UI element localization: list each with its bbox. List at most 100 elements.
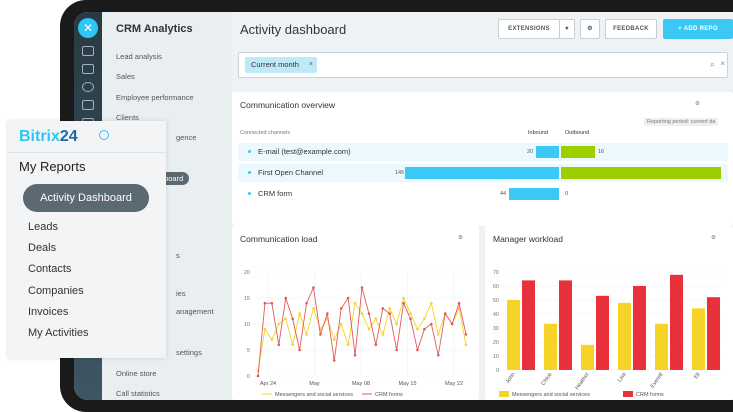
data-point <box>368 312 371 315</box>
data-point <box>361 286 364 289</box>
report-item-invoices[interactable]: Invoices <box>28 306 68 318</box>
close-icon[interactable]: ✕ <box>78 18 98 38</box>
communication-load-chart: 05101520Apr 24 May May 08 May 15 May 22Messe… <box>232 226 479 400</box>
data-point <box>291 344 294 347</box>
bar <box>559 280 572 370</box>
x-tick-label: John <box>505 372 517 385</box>
bullet-icon <box>248 171 251 174</box>
bar <box>707 297 720 370</box>
legend-label: CRM forms <box>636 392 664 398</box>
y-tick-label: 50 <box>493 298 499 304</box>
add-report-button[interactable]: + ADD REPO <box>663 19 733 39</box>
y-tick-label: 5 <box>247 348 250 354</box>
data-point <box>347 344 350 347</box>
report-item-deals[interactable]: Deals <box>28 242 56 254</box>
divider <box>8 152 166 153</box>
data-point <box>416 349 419 352</box>
screen: ✕ CRM Analytics Lead analysis Sales Empl… <box>74 12 733 400</box>
data-point <box>395 349 398 352</box>
data-point <box>382 333 385 336</box>
bullet-icon <box>248 192 251 195</box>
channel-row[interactable]: CRM form 44 0 <box>238 185 728 203</box>
data-point <box>444 312 447 315</box>
search-icon[interactable]: ⌕ <box>710 59 715 70</box>
rail-icon[interactable] <box>82 82 94 92</box>
data-point <box>416 328 419 331</box>
nav-item[interactable]: gence <box>176 133 196 142</box>
bar <box>596 296 609 370</box>
data-point <box>326 312 329 315</box>
card-title: Communication overview <box>240 100 335 110</box>
bar <box>522 280 535 370</box>
extensions-dropdown-button[interactable]: ▾ <box>559 19 575 39</box>
nav-item[interactable]: Lead analysis <box>116 52 162 61</box>
channel-label: First Open Channel <box>258 168 323 177</box>
inbound-value: 145 <box>395 170 404 176</box>
clear-icon[interactable]: × <box>720 59 725 68</box>
chip-close-icon[interactable]: × <box>309 57 313 73</box>
nav-item[interactable]: Sales <box>116 72 135 81</box>
nav-item[interactable]: s <box>176 251 180 260</box>
filter-chip[interactable]: Current month × <box>245 57 317 73</box>
report-item-my-activities[interactable]: My Activities <box>28 327 89 339</box>
y-tick-label: 10 <box>493 354 499 360</box>
channel-row[interactable]: First Open Channel 145 <box>238 164 728 182</box>
communication-load-card: Communication load ⚙ 0 5 10 15 20 Apr 24 May Ma… <box>232 226 479 400</box>
data-point <box>430 323 433 326</box>
report-item-contacts[interactable]: Contacts <box>28 263 71 275</box>
data-point <box>347 297 350 300</box>
data-point <box>354 354 357 357</box>
data-point <box>271 338 274 341</box>
inbound-value: 20 <box>527 149 533 155</box>
report-item-companies[interactable]: Companies <box>28 285 84 297</box>
filter-bar[interactable]: Current month × ⌕ × <box>238 52 728 78</box>
channel-label: E-mail (test@example.com) <box>258 147 351 156</box>
rail-icon[interactable] <box>82 64 94 74</box>
y-tick-label: 60 <box>493 284 499 290</box>
inbound-bar <box>405 167 559 179</box>
report-item-leads[interactable]: Leads <box>28 221 58 233</box>
data-point <box>465 333 468 336</box>
x-tick-label: Heather <box>574 372 590 392</box>
bar <box>670 275 683 370</box>
bitrix24-logo: Bitrix24 <box>19 128 78 146</box>
data-point <box>305 302 308 305</box>
channel-row[interactable]: E-mail (test@example.com) 20 16 <box>238 143 728 161</box>
data-point <box>437 354 440 357</box>
data-point <box>284 318 287 321</box>
nav-item[interactable]: Online store <box>116 369 156 378</box>
y-tick-label: 10 <box>244 322 250 328</box>
bar <box>633 286 646 370</box>
inbound-bar <box>536 146 559 158</box>
feedback-button[interactable]: FEEDBACK <box>605 19 657 39</box>
data-point <box>430 302 433 305</box>
nav-item[interactable]: Employee performance <box>116 93 194 102</box>
activity-dashboard-button[interactable]: Activity Dashboard <box>23 184 149 212</box>
data-point <box>340 307 343 310</box>
nav-item[interactable]: anagement <box>176 307 214 316</box>
data-point <box>409 318 412 321</box>
manager-workload-chart: 010203040506070John Chloe Heather Lisa Evere… <box>485 226 733 400</box>
y-tick-label: 30 <box>493 326 499 332</box>
x-tick-label: Apr 24 <box>260 381 276 387</box>
connected-channels-label: Connected channels <box>240 130 290 136</box>
brand-number: 24 <box>60 128 78 145</box>
filter-chip-label: Current month <box>251 60 299 69</box>
nav-item[interactable]: ies <box>176 289 186 298</box>
settings-icon[interactable]: ⚙ <box>695 101 700 107</box>
extensions-button[interactable]: EXTENSIONS <box>498 19 560 39</box>
rail-icon[interactable] <box>82 100 94 110</box>
gear-icon[interactable]: ⚙ <box>580 19 600 39</box>
y-tick-label: 70 <box>493 270 499 276</box>
rail-icon[interactable] <box>82 46 94 56</box>
nav-item[interactable]: Call statistics <box>116 389 160 398</box>
inbound-bar <box>509 188 559 200</box>
nav-item[interactable]: settings <box>176 348 202 357</box>
legend-label: Messengers and social services <box>275 392 353 398</box>
main-content: Activity dashboard EXTENSIONS ▾ ⚙ FEEDBA… <box>232 12 733 400</box>
my-reports-panel: Bitrix24 My Reports Activity Dashboard L… <box>8 121 166 358</box>
legend-swatch <box>499 391 509 397</box>
data-point <box>278 344 281 347</box>
data-point <box>271 302 274 305</box>
data-point <box>278 323 281 326</box>
